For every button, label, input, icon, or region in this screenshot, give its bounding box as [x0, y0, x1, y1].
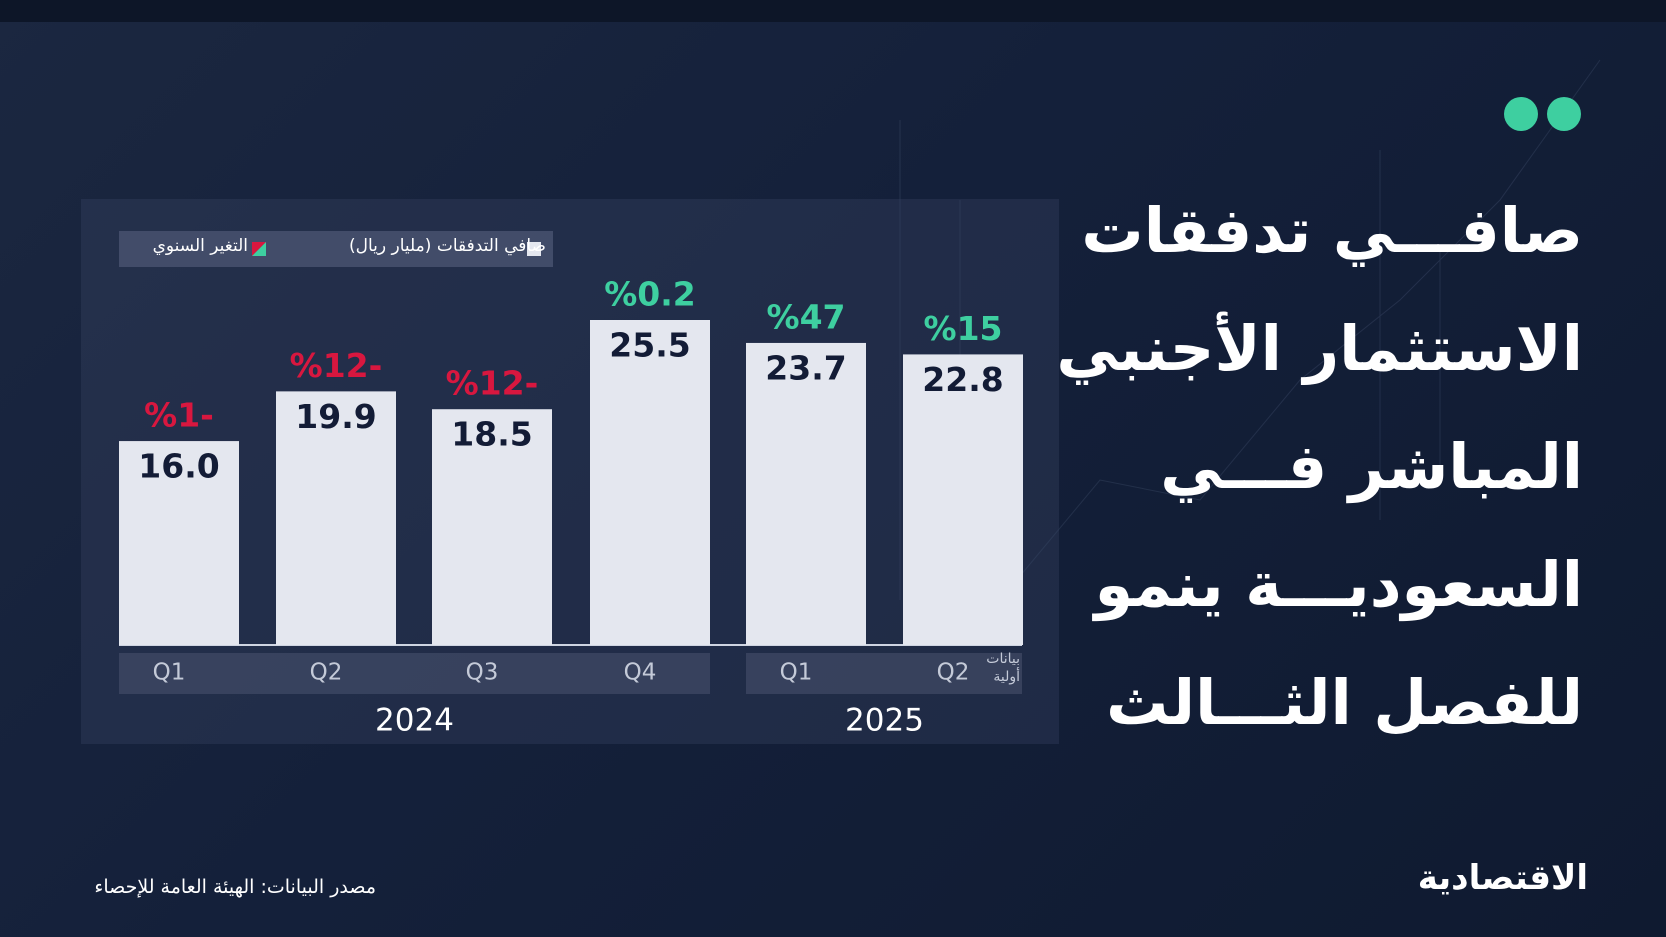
- x-tick-label: Q2: [937, 660, 970, 686]
- x-tick-label: Q1: [780, 660, 813, 686]
- bar: [432, 409, 552, 645]
- note: بيانات أولية: [986, 651, 1020, 685]
- category-band: [746, 653, 1022, 694]
- legend-box: [119, 231, 553, 267]
- x-tick-label: Q4: [624, 660, 657, 686]
- x-tick-label: Q1: [153, 660, 186, 686]
- change-label: %12-: [446, 364, 539, 403]
- value-label: 23.7: [765, 348, 846, 387]
- year-label: 2025: [845, 703, 924, 739]
- value-label: 19.9: [295, 397, 376, 436]
- brand-dot: [1504, 97, 1538, 131]
- title-line: السعوديـــة ينمو: [1094, 548, 1583, 621]
- legend-label: التغير السنوي: [152, 236, 248, 256]
- legend-marker: [527, 242, 541, 256]
- change-label: %47: [767, 297, 846, 336]
- category-band: [119, 653, 710, 694]
- bar: [903, 354, 1023, 645]
- title-line: المباشر فـــي: [1160, 430, 1583, 503]
- year-label: 2024: [375, 703, 454, 739]
- title-line: للفصل الثـــالث: [1106, 666, 1583, 739]
- change-label: %12-: [290, 346, 383, 385]
- bar: [746, 342, 866, 645]
- value-label: 22.8: [922, 360, 1003, 399]
- change-label: %15: [924, 309, 1003, 348]
- bar: [119, 441, 239, 645]
- change-label: %0.2: [604, 275, 696, 314]
- change-label: %1-: [144, 396, 214, 435]
- x-tick-label: Q2: [310, 660, 343, 686]
- background-decor: [899, 59, 1601, 601]
- title-line: صافـــي تدفقات: [1081, 194, 1583, 267]
- title-line: الاستثمار الأجنبي: [1056, 312, 1583, 385]
- brand-logo: الاقتصادية: [1417, 858, 1588, 898]
- brand-dot: [1547, 97, 1581, 131]
- legend-label: صافي التدفقات (مليار ريال): [349, 236, 546, 256]
- value-label: 25.5: [609, 326, 690, 365]
- source: مصدر البيانات: الهيئة العامة للإحصاء: [94, 876, 376, 898]
- legend-marker: [252, 242, 266, 256]
- bar: [590, 320, 710, 645]
- bar: [276, 391, 396, 645]
- value-label: 16.0: [138, 447, 219, 486]
- value-label: 18.5: [451, 415, 532, 454]
- x-tick-label: Q3: [466, 660, 499, 686]
- top-bar: [0, 0, 1666, 22]
